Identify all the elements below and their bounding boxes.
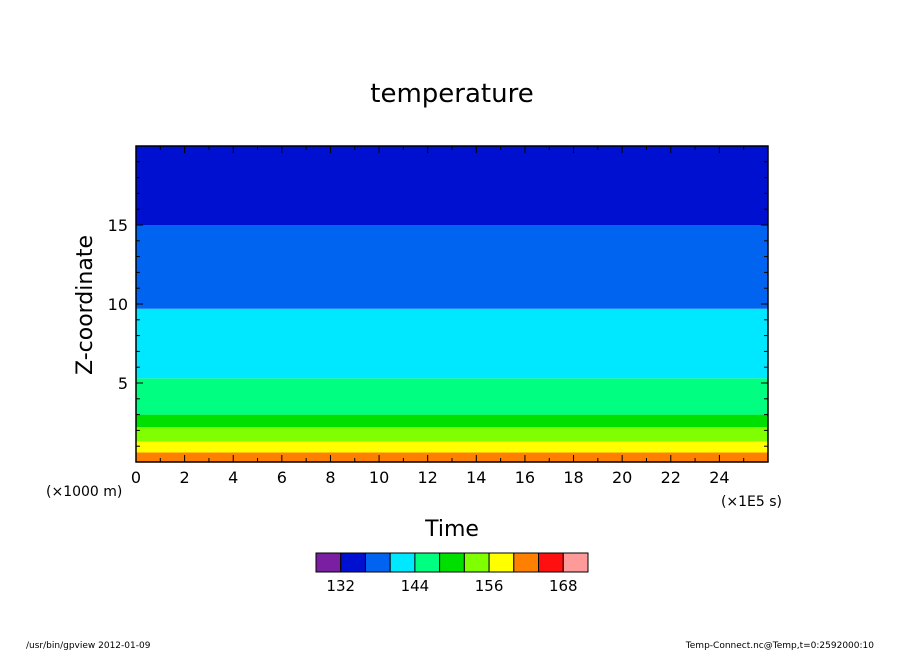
colorbar-swatch-0 xyxy=(315,552,342,573)
heatmap-band-6 xyxy=(136,225,768,309)
heatmap-band-0 xyxy=(136,452,768,462)
heatmap-band-1 xyxy=(136,441,768,453)
colorbar-swatch-2 xyxy=(364,552,391,573)
chart-title: temperature xyxy=(370,79,533,109)
x-tick-label: 18 xyxy=(563,468,583,487)
footer-left-text: /usr/bin/gpview 2012-01-09 xyxy=(26,641,151,651)
y-tick-label: 10 xyxy=(108,295,128,314)
colorbar-tick-label: 132 xyxy=(326,577,355,595)
colorbar-tick-label: 168 xyxy=(549,577,578,595)
colorbar-swatch-5 xyxy=(439,552,465,573)
x-tick-label: 4 xyxy=(228,468,238,487)
x-tick-label: 22 xyxy=(661,468,681,487)
x-tick-label: 6 xyxy=(277,468,287,487)
x-tick-label: 8 xyxy=(325,468,335,487)
y-axis-label: Z-coordinate xyxy=(73,235,98,375)
heatmap-band-2 xyxy=(136,427,768,442)
x-tick-label: 10 xyxy=(369,468,389,487)
y-scale-label: (×1000 m) xyxy=(46,484,122,500)
colorbar-tick-label: 156 xyxy=(475,577,504,595)
colorbar-swatch-7 xyxy=(488,552,515,573)
footer-right-text: Temp-Connect.nc@Temp,t=0:2592000:10 xyxy=(685,641,874,651)
x-tick-label: 16 xyxy=(515,468,535,487)
x-tick-label: 0 xyxy=(131,468,141,487)
colorbar-swatch-1 xyxy=(340,552,366,573)
x-axis-ticks: 0 2 4 6 8 10 12 14 16 18 20 22 24 xyxy=(131,146,769,487)
x-axis-label: Time xyxy=(424,517,479,542)
x-tick-label: 12 xyxy=(418,468,438,487)
colorbar-swatch-8 xyxy=(513,552,540,573)
colorbar: 132 144 156 168 xyxy=(315,552,589,595)
colorbar-swatch-6 xyxy=(463,552,490,573)
y-axis-ticks: 5 10 15 xyxy=(108,145,768,463)
colorbar-swatch-3 xyxy=(389,552,416,573)
colorbar-tick-label: 144 xyxy=(401,577,430,595)
x-tick-label: 14 xyxy=(466,468,486,487)
colorbar-swatch-9 xyxy=(538,552,564,573)
x-scale-label: (×1E5 s) xyxy=(721,494,782,510)
heatmap-bands xyxy=(136,146,768,462)
x-tick-label: 2 xyxy=(180,468,190,487)
y-tick-label: 5 xyxy=(118,374,128,393)
heatmap-band-7 xyxy=(136,146,768,225)
colorbar-swatch-10 xyxy=(562,552,589,573)
colorbar-swatch-4 xyxy=(414,552,441,573)
y-tick-label: 15 xyxy=(108,216,128,235)
heatmap-band-5 xyxy=(136,308,768,379)
heatmap-band-4 xyxy=(136,378,768,415)
x-tick-label: 20 xyxy=(612,468,632,487)
heatmap-band-3 xyxy=(136,414,768,428)
x-tick-label: 24 xyxy=(709,468,729,487)
